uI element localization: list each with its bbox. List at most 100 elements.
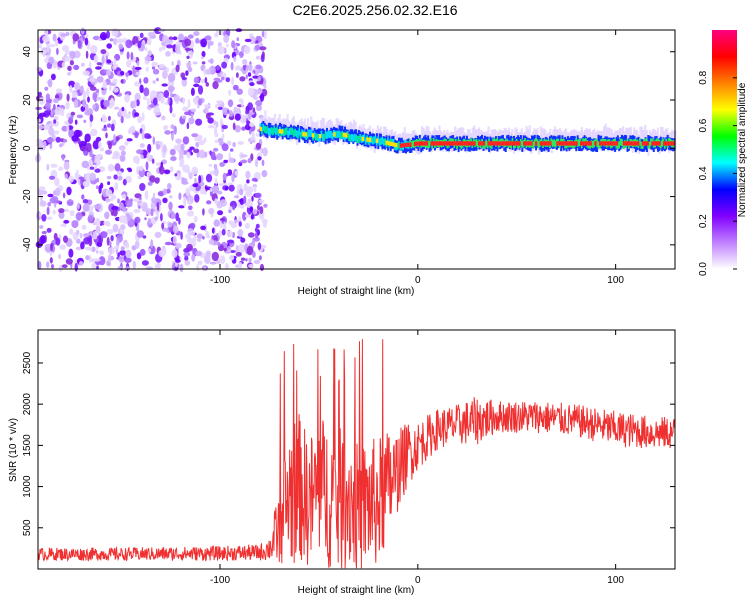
noise-blob (95, 225, 101, 234)
noise-blob (89, 77, 95, 83)
signal-core (653, 141, 656, 146)
noise-blob (214, 132, 219, 138)
noise-blob (43, 124, 51, 130)
noise-blob (75, 212, 83, 221)
signal-core (470, 141, 474, 146)
noise-blob (93, 155, 101, 164)
noise-blob (73, 64, 80, 71)
noise-blob (154, 216, 159, 221)
noise-blob (84, 133, 91, 143)
noise-blob (81, 62, 85, 67)
noise-blob (263, 203, 268, 208)
noise-blob (205, 231, 210, 238)
noise-blob (235, 72, 239, 78)
noise-blob (119, 51, 124, 55)
noise-blob (200, 225, 207, 231)
noise-blob (92, 104, 96, 111)
signal-core (523, 141, 526, 146)
noise-blob (230, 61, 234, 71)
noise-blob (55, 136, 61, 143)
noise-blob (246, 120, 251, 126)
noise-blob (236, 187, 240, 197)
noise-blob (52, 33, 57, 42)
noise-blob (213, 167, 219, 177)
noise-blob (185, 233, 192, 240)
noise-blob (126, 59, 132, 68)
noise-blob (186, 210, 195, 217)
noise-blob (136, 230, 144, 238)
signal-band-green (262, 123, 265, 131)
noise-blob (241, 126, 246, 131)
noise-blob (40, 47, 48, 55)
noise-blob (134, 132, 139, 139)
signal-band-green (519, 139, 522, 147)
noise-blob (248, 264, 254, 268)
noise-blob (62, 192, 66, 199)
noise-blob (125, 242, 130, 249)
noise-blob (96, 241, 103, 247)
noise-blob (98, 256, 106, 266)
noise-blob (211, 227, 215, 234)
signal-halo (525, 126, 528, 146)
noise-blob (44, 57, 50, 64)
snr-x-label: Height of straight line (km) (298, 585, 415, 596)
signal-band-green (357, 135, 360, 144)
noise-blob (198, 139, 205, 146)
noise-blob (239, 160, 248, 164)
noise-blob (55, 237, 61, 246)
signal-halo (660, 126, 663, 146)
noise-blob (134, 208, 139, 213)
noise-blob (44, 244, 52, 248)
noise-blob (184, 38, 192, 47)
noise-blob (133, 99, 137, 109)
noise-blob (91, 262, 97, 269)
noise-blob (124, 94, 130, 103)
signal-band-green (352, 134, 355, 142)
noise-blob (106, 43, 112, 49)
noise-blob (252, 251, 256, 258)
signal-band-green (277, 129, 280, 137)
noise-blob (89, 86, 97, 91)
noise-blob (70, 111, 76, 116)
noise-blob (227, 249, 232, 253)
noise-blob (168, 222, 173, 228)
noise-blob (197, 238, 202, 242)
noise-blob (183, 198, 187, 208)
signal-core (413, 141, 417, 147)
signal-band-green (378, 138, 381, 146)
noise-blob (144, 217, 147, 221)
signal-band-green (428, 140, 431, 148)
noise-blob (109, 38, 114, 42)
noise-blob (240, 154, 248, 158)
noise-blob (143, 77, 149, 84)
noise-blob (126, 51, 130, 60)
noise-blob (61, 154, 65, 161)
noise-blob (229, 148, 234, 152)
signal-core (368, 137, 372, 142)
noise-blob (209, 187, 213, 192)
noise-blob (110, 123, 115, 132)
noise-blob (216, 64, 220, 71)
noise-blob (58, 208, 65, 214)
noise-blob (94, 204, 102, 210)
noise-blob (128, 168, 132, 173)
noise-blob (47, 202, 52, 207)
signal-core (459, 141, 462, 146)
noise-blob (223, 34, 230, 43)
signal-core (409, 142, 412, 147)
noise-blob (167, 183, 172, 190)
noise-blob (217, 106, 223, 110)
noise-blob (260, 54, 265, 63)
signal-core (568, 141, 571, 146)
signal-band-green (554, 140, 557, 148)
noise-blob (99, 250, 104, 256)
noise-blob (50, 110, 53, 117)
noise-blob (212, 81, 219, 90)
noise-blob (249, 206, 254, 212)
noise-blob (254, 227, 258, 233)
colorbar-tick-label: 0.0 (698, 262, 709, 276)
noise-blob (110, 235, 114, 242)
signal-core (644, 141, 647, 146)
signal-core (404, 142, 407, 148)
noise-blob (213, 219, 220, 227)
